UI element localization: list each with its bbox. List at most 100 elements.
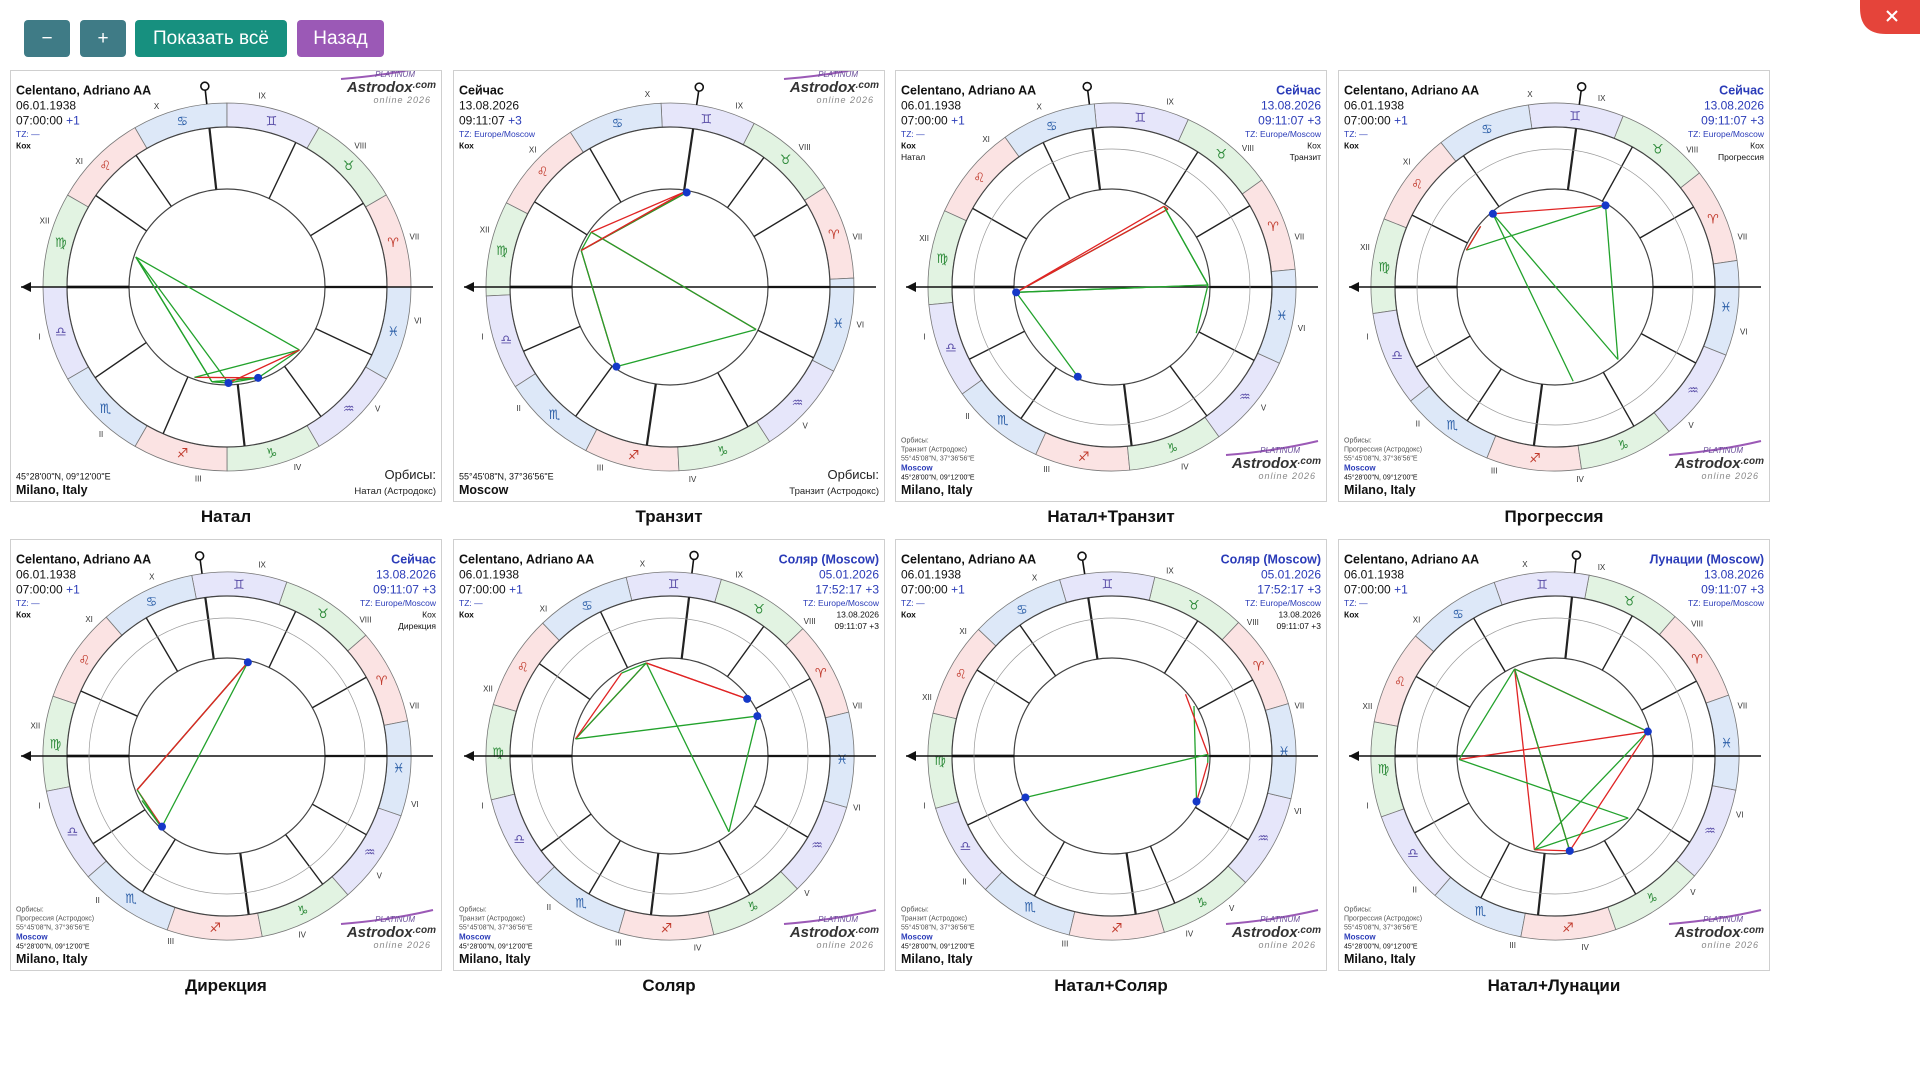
- right-line: TZ: Europe/Moscow: [1688, 129, 1765, 139]
- right-line: TZ: Europe/Moscow: [1245, 129, 1322, 139]
- location-line: Орбисы:: [1344, 906, 1372, 914]
- zodiac-sign: ♌: [1394, 674, 1406, 689]
- zoom-out-button[interactable]: −: [24, 20, 70, 57]
- aspect-line: [135, 256, 229, 384]
- outer-ring: [88, 617, 366, 895]
- zodiac-sign: ♋: [1046, 118, 1058, 133]
- house-numeral: VI: [853, 803, 861, 812]
- house-cusp: [283, 365, 322, 417]
- close-button[interactable]: [1860, 0, 1920, 34]
- zodiac-sign: ♊: [233, 577, 245, 592]
- house-numeral: XII: [483, 684, 493, 693]
- house-numeral: II: [95, 896, 99, 905]
- aspect-line: [1195, 284, 1209, 334]
- right-line: Транзит: [1290, 152, 1322, 162]
- house-cusp: [967, 797, 1024, 826]
- location-line: Прогрессия (Астродокс): [16, 916, 94, 923]
- utc-offset: +3: [422, 583, 436, 597]
- house-cusp: [1536, 853, 1546, 916]
- location-line: Moscow: [16, 933, 48, 942]
- mc-marker: [1571, 550, 1582, 560]
- zodiac-sign: ♏: [100, 401, 112, 416]
- right-line: TZ: Europe/Moscow: [803, 598, 880, 608]
- house-cusp: [162, 376, 189, 434]
- location-line: 55°45'08"N, 37°36'56"E: [459, 472, 554, 482]
- location-line: 55°45'08"N, 37°36'56"E: [901, 455, 975, 463]
- house-numeral: I: [923, 802, 925, 811]
- zodiac-sign: ♋: [612, 116, 624, 131]
- aspect-line: [1016, 284, 1209, 293]
- house-numeral: VI: [411, 800, 419, 809]
- zodiac-sign: ♒: [364, 845, 376, 860]
- house-numeral: VII: [1737, 232, 1747, 241]
- aspect-line: [1163, 205, 1169, 210]
- time: 17:52:17: [1257, 583, 1304, 597]
- outer-ring: [973, 148, 1251, 426]
- zodiac-sign: ♉: [317, 606, 329, 621]
- zodiac-sign: ♓: [836, 752, 848, 767]
- zodiac-sign: ♎: [500, 332, 512, 347]
- house-numeral: XI: [540, 604, 548, 613]
- house-numeral: VII: [409, 701, 419, 710]
- zodiac-sign: ♍: [937, 251, 949, 266]
- logo-brand: Astrodox.com: [1674, 924, 1764, 941]
- asc-arrow: [906, 282, 916, 292]
- left-line: Кох: [901, 140, 916, 150]
- time: 07:00:00: [901, 114, 948, 128]
- logo-brand: Astrodox: [1231, 455, 1298, 472]
- house-cusp: [311, 803, 367, 836]
- zodiac-sign: ♑: [1646, 891, 1658, 906]
- house-numeral: IX: [258, 561, 266, 570]
- utc-offset: +3: [1307, 114, 1321, 128]
- back-button[interactable]: Назад: [297, 20, 384, 57]
- house-numeral: XI: [85, 615, 93, 624]
- house-numeral: IX: [735, 570, 743, 579]
- utc-offset: +3: [1750, 583, 1764, 597]
- aspect-line: [1015, 208, 1169, 293]
- right-line: 17:52:17 +3: [815, 583, 879, 597]
- house-cusp: [540, 813, 592, 852]
- aspect-node: [1643, 727, 1652, 736]
- aspect-line: [1193, 706, 1198, 802]
- aspect-line: [1195, 762, 1209, 802]
- logo-tier: PLATINUM: [1260, 915, 1300, 924]
- right-line: 13.08.2026: [1704, 99, 1764, 113]
- left-line: 06.01.1938: [1344, 99, 1404, 113]
- aspect-line: [194, 349, 300, 378]
- logo-edition: online 2026: [1258, 940, 1316, 950]
- zodiac-sign: ♌: [78, 652, 90, 667]
- show-all-button[interactable]: Показать всё: [135, 20, 287, 57]
- zodiac-sign: ♉: [1652, 142, 1664, 157]
- zodiac-sign: ♐: [1111, 920, 1123, 935]
- aspect-line: [1492, 213, 1619, 360]
- house-cusp: [649, 853, 660, 915]
- house-numeral: X: [1522, 560, 1528, 569]
- time: 09:11:07: [1701, 583, 1747, 597]
- left-line: 06.01.1938: [901, 568, 961, 582]
- house-cusp: [1640, 332, 1697, 364]
- house-cusp: [1564, 596, 1574, 659]
- house-cusp: [1603, 840, 1637, 895]
- house-numeral: VIII: [1686, 145, 1698, 154]
- zodiac-sign: ♊: [1102, 577, 1114, 592]
- location-line: 45°28'00"N, 09°12'00"E: [459, 943, 533, 951]
- zoom-in-button[interactable]: +: [80, 20, 126, 57]
- zodiac-sign: ♈: [815, 666, 827, 681]
- aspect-node: [1021, 793, 1030, 802]
- mc-marker: [689, 550, 699, 561]
- house-cusp: [1473, 617, 1506, 672]
- right-line: Кох: [1750, 140, 1765, 150]
- mc-marker: [1576, 81, 1587, 92]
- zodiac-sign: ♒: [792, 395, 804, 410]
- house-numeral: VIII: [1691, 619, 1703, 628]
- house-cusp: [1411, 214, 1468, 244]
- left-line: Кох: [901, 609, 916, 619]
- zodiac-sign: ♐: [209, 920, 221, 935]
- left-line: 06.01.1938: [1344, 568, 1404, 582]
- location-line: 45°28'00"N, 09°12'00"E: [901, 474, 975, 482]
- right-line: Прогрессия: [1718, 152, 1764, 162]
- left-line: TZ: —: [1344, 129, 1368, 139]
- aspect-line: [1492, 204, 1606, 215]
- zodiac-sign: ♓: [393, 760, 405, 775]
